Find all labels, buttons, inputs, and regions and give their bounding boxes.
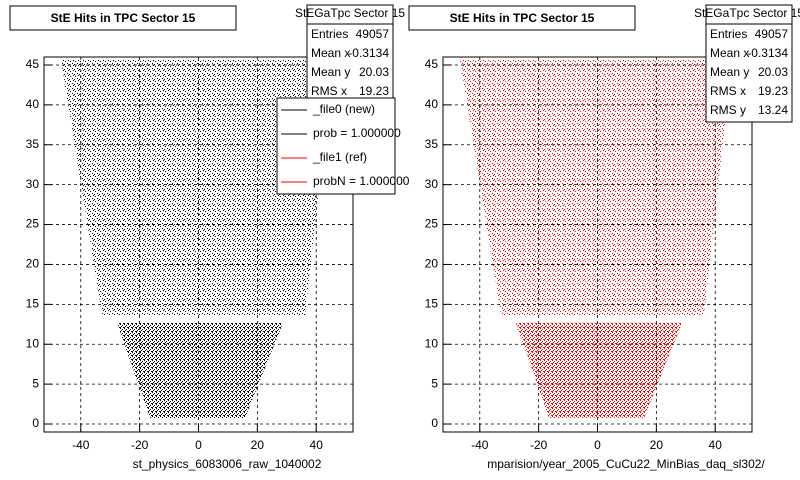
x-tick-label: -40 [471, 438, 489, 452]
stats-title: StEGaTpc Sector 15 [694, 6, 800, 20]
stats-label: Entries [710, 27, 747, 41]
stats-value: 20.03 [359, 65, 389, 79]
stats-value: -0.3134 [747, 46, 788, 60]
y-tick-label: 15 [425, 297, 439, 311]
stats-value: -0.3134 [348, 46, 389, 60]
y-tick-label: 35 [425, 137, 439, 151]
stats-label: Entries [311, 27, 348, 41]
stats-value: 13.24 [758, 103, 788, 117]
stats-value: 19.23 [758, 84, 788, 98]
stats-value: 19.23 [359, 84, 389, 98]
legend-label: prob = 1.000000 [313, 126, 401, 140]
x-tick-label: -40 [72, 438, 90, 452]
y-tick-label: 20 [425, 257, 439, 271]
stats-value: 49057 [755, 27, 789, 41]
y-tick-label: 40 [425, 97, 439, 111]
stats-value: 49057 [356, 27, 390, 41]
legend-label: probN = 1.000000 [313, 174, 410, 188]
stats-label: Mean x [311, 46, 350, 60]
stats-value: 20.03 [758, 65, 788, 79]
y-tick-label: 30 [26, 177, 40, 191]
title-box [9, 5, 237, 31]
stats-label: Mean y [710, 65, 749, 79]
y-tick-label: 15 [26, 297, 40, 311]
x-tick-label: 20 [251, 438, 265, 452]
x-tick-label: 40 [310, 438, 324, 452]
stats-label: Mean x [710, 46, 749, 60]
y-tick-label: 0 [32, 416, 39, 430]
y-tick-label: 30 [425, 177, 439, 191]
y-tick-label: 25 [425, 217, 439, 231]
stats-label: RMS x [710, 84, 746, 98]
y-tick-label: 35 [26, 137, 40, 151]
y-tick-label: 10 [425, 336, 439, 350]
y-tick-label: 5 [431, 376, 438, 390]
stats-label: RMS x [311, 84, 347, 98]
y-tick-label: 40 [26, 97, 40, 111]
y-tick-label: 25 [26, 217, 40, 231]
y-tick-label: 20 [26, 257, 40, 271]
stats-title: StEGaTpc Sector 15 [295, 6, 405, 20]
x-tick-label: -20 [530, 438, 548, 452]
y-tick-label: 5 [32, 376, 39, 390]
y-tick-label: 0 [431, 416, 438, 430]
hit-cloud [61, 60, 732, 418]
y-tick-label: 45 [26, 57, 40, 71]
stats-label: Mean y [311, 65, 350, 79]
x-tick-label: 40 [709, 438, 723, 452]
x-tick-label: 0 [594, 438, 601, 452]
chart-title: StE Hits in TPC Sector 15 [450, 11, 595, 25]
title-box [408, 5, 636, 31]
legend-box [276, 97, 396, 195]
x-tick-label: 0 [195, 438, 202, 452]
chart-title: StE Hits in TPC Sector 15 [51, 11, 196, 25]
legend-label: _file0 (new) [312, 102, 375, 116]
x-axis-label: mparision/year_2005_CuCu22_MinBias_daq_s… [487, 457, 765, 471]
stats-label: RMS y [710, 103, 746, 117]
y-tick-label: 10 [26, 336, 40, 350]
x-tick-label: -20 [131, 438, 149, 452]
x-axis-label: st_physics_6083006_raw_1040002 [133, 457, 322, 471]
legend-label: _file1 (ref) [312, 150, 367, 164]
y-tick-label: 45 [425, 57, 439, 71]
stats-box [306, 4, 394, 104]
x-tick-label: 20 [650, 438, 664, 452]
